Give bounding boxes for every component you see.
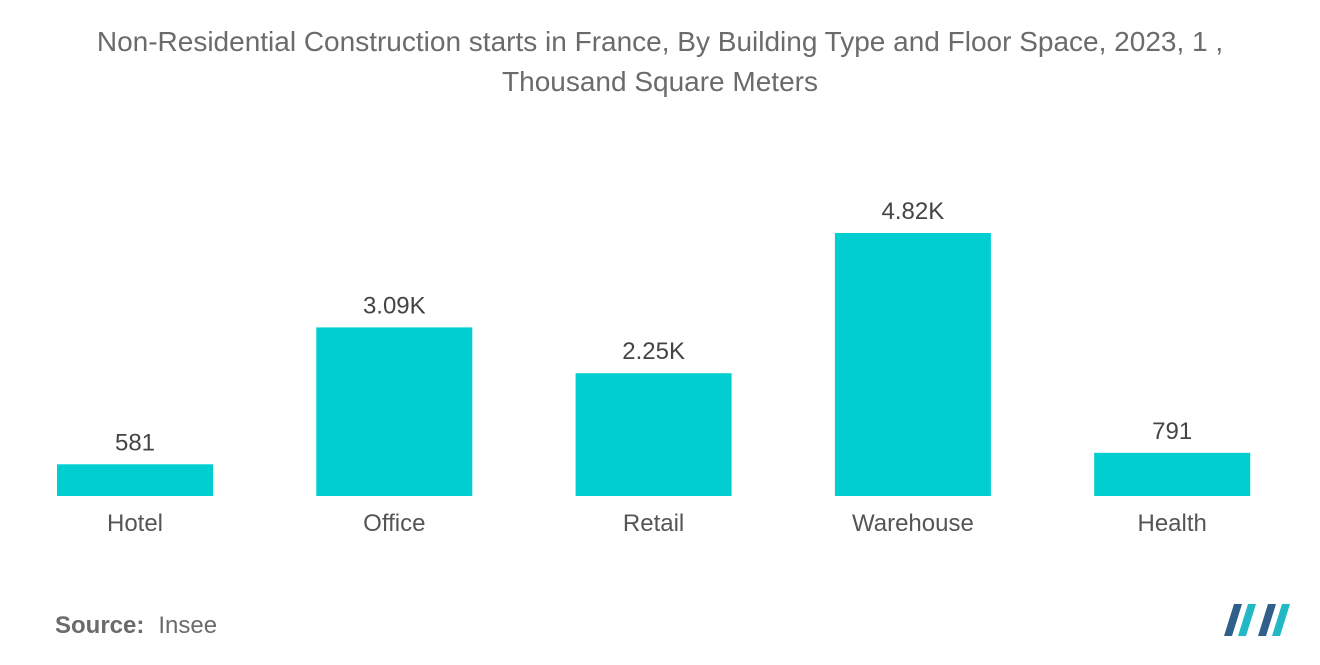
source-label: Source: bbox=[55, 612, 145, 639]
category-label-warehouse: Warehouse bbox=[852, 510, 974, 537]
category-label-hotel: Hotel bbox=[107, 510, 163, 537]
brand-logo-icon bbox=[1224, 604, 1290, 636]
chart-title-line-1: Non-Residential Construction starts in F… bbox=[96, 26, 1224, 57]
bar-health bbox=[1094, 452, 1251, 496]
chart-title-line-2: Thousand Square Meters bbox=[502, 66, 818, 97]
category-label-health: Health bbox=[1138, 510, 1207, 537]
data-label-office: 3.09K bbox=[363, 292, 426, 319]
bar-hotel bbox=[57, 464, 213, 496]
data-label-warehouse: 4.82K bbox=[882, 198, 945, 225]
source-value: Insee bbox=[158, 612, 218, 639]
bar-office bbox=[316, 327, 473, 496]
source-note: Source: Insee bbox=[55, 612, 217, 640]
category-label-retail: Retail bbox=[623, 510, 684, 537]
data-label-hotel: 581 bbox=[115, 429, 155, 456]
bar-warehouse bbox=[834, 233, 991, 496]
chart-title: Non-Residential Construction starts in F… bbox=[0, 22, 1320, 102]
data-label-health: 791 bbox=[1152, 418, 1192, 445]
category-label-office: Office bbox=[363, 510, 425, 537]
bar-retail bbox=[575, 373, 732, 496]
data-label-retail: 2.25K bbox=[622, 338, 685, 365]
